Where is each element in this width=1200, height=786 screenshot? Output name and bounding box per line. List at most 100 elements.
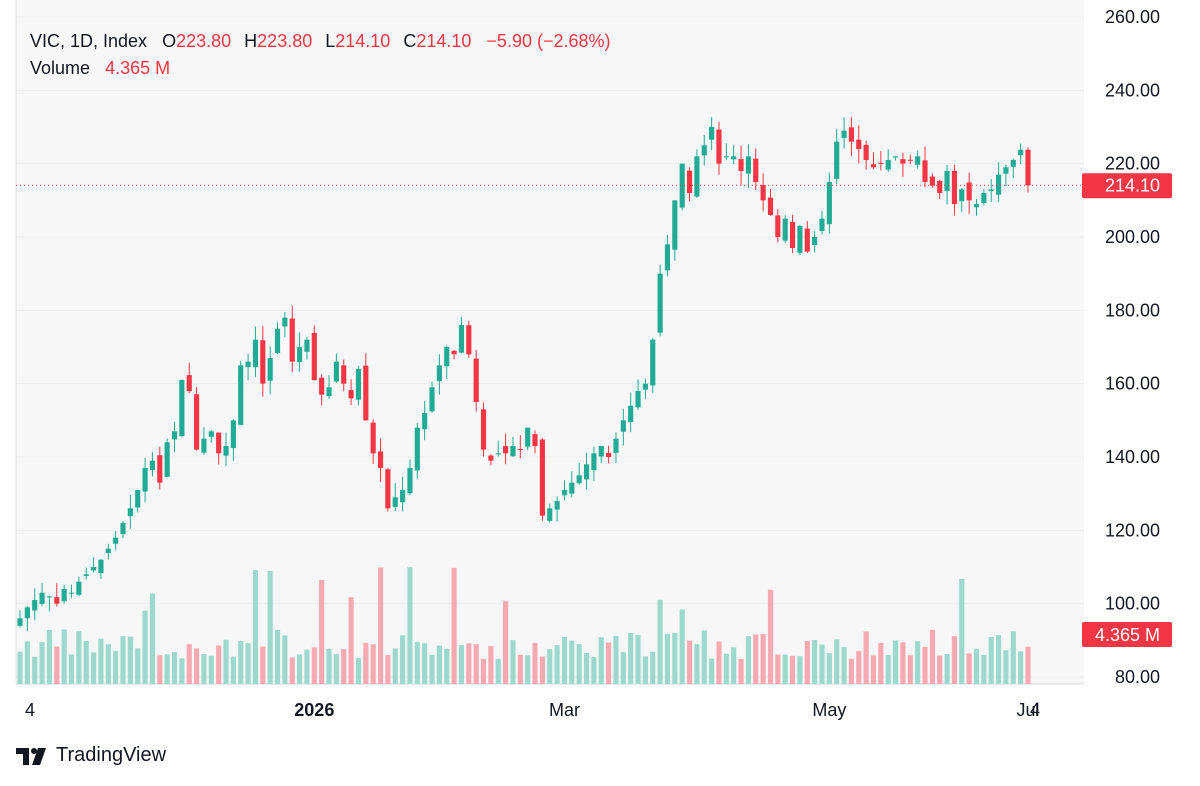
candle-body <box>686 170 693 193</box>
candle-body <box>149 460 156 471</box>
candle-body <box>480 409 487 450</box>
tradingview-logo[interactable]: TradingView <box>16 744 166 767</box>
candle-body <box>289 318 295 362</box>
volume-bar <box>863 631 869 684</box>
candle-body <box>186 375 192 391</box>
volume-bar <box>613 636 619 684</box>
candle-body <box>422 413 428 430</box>
volume-bar <box>422 643 428 684</box>
volume-bar <box>664 633 671 684</box>
candle-body <box>944 171 950 191</box>
candle-body <box>208 431 214 437</box>
high-value: 223.80 <box>257 31 313 51</box>
candle-body <box>83 574 89 577</box>
volume-bar <box>157 655 163 684</box>
volume-bar <box>576 644 582 684</box>
volume-bar <box>274 629 281 684</box>
candle-body <box>591 453 597 471</box>
candle-body <box>113 537 119 544</box>
candle-body <box>164 442 170 477</box>
volume-bar <box>915 641 921 684</box>
y-tick-label: 100.00 <box>1105 594 1160 614</box>
close-value: 214.10 <box>416 31 472 51</box>
y-tick-label: 240.00 <box>1105 80 1160 100</box>
volume-bar <box>701 630 707 684</box>
candle-body <box>635 391 641 408</box>
volume-bar <box>495 658 501 684</box>
volume-bar <box>341 649 347 684</box>
volume-bar <box>400 635 406 684</box>
volume-bar <box>414 641 420 684</box>
y-tick-label: 80.00 <box>1115 667 1160 687</box>
candle-body <box>598 446 604 457</box>
volume-bar <box>1018 651 1024 684</box>
volume-bar <box>870 655 877 684</box>
candle-body <box>716 129 722 164</box>
volume-bar <box>282 635 288 684</box>
volume-bar <box>510 640 516 684</box>
candle-body <box>929 176 935 186</box>
candle-body <box>672 200 678 250</box>
volume-bar <box>642 656 648 684</box>
volume-bar <box>620 652 626 684</box>
close-label: C <box>403 31 417 51</box>
candle-body <box>444 347 450 367</box>
candle-body <box>870 164 877 168</box>
volume-bar <box>834 639 840 684</box>
volume-bar <box>856 651 862 684</box>
volume-bar <box>91 652 97 684</box>
candle-body <box>319 377 325 395</box>
candle-body <box>466 325 472 355</box>
candle-body <box>775 215 781 237</box>
volume-bar <box>319 579 325 684</box>
volume-bar <box>458 645 465 684</box>
volume-bar <box>525 655 531 684</box>
volume-bar <box>216 645 222 684</box>
volume-bar <box>539 656 545 684</box>
candle-body <box>223 446 229 456</box>
symbol-label: VIC, 1D, Index <box>30 31 148 51</box>
volume-bar <box>1003 650 1009 684</box>
candle-body <box>238 365 244 425</box>
volume-bar <box>304 649 310 684</box>
x-tick-label: 2026 <box>294 700 334 720</box>
volume-bar <box>238 640 244 684</box>
volume-bar <box>841 647 847 684</box>
volume-bar <box>789 655 796 684</box>
open-value: 223.80 <box>176 31 232 51</box>
candle-body <box>282 317 288 327</box>
candle-body <box>701 145 707 156</box>
y-tick-label: 180.00 <box>1105 300 1160 320</box>
candle-body <box>76 581 82 595</box>
candle-body <box>1025 149 1031 186</box>
volume-bar <box>392 648 398 684</box>
high-label: H <box>244 31 258 51</box>
candle-body <box>488 455 494 461</box>
candle-body <box>370 422 376 454</box>
candle-body <box>569 482 575 494</box>
candle-body <box>576 475 582 484</box>
volume-legend: Volume 4.365 M <box>30 58 170 79</box>
volume-bar <box>194 648 200 684</box>
volume-bar <box>1025 646 1031 684</box>
volume-bar <box>444 648 450 684</box>
volume-bar <box>260 646 266 684</box>
volume-bar <box>120 636 126 684</box>
volume-bar <box>1010 631 1016 684</box>
candle-body <box>179 380 185 437</box>
volume-bar <box>628 632 634 684</box>
candle-body <box>68 592 75 594</box>
candle-body <box>91 567 97 571</box>
candle-body <box>753 158 759 182</box>
candle-body <box>745 156 751 174</box>
volume-bar <box>208 655 214 684</box>
candle-body <box>694 156 700 197</box>
candle-body <box>135 490 141 508</box>
candle-body <box>304 339 310 352</box>
volume-bar <box>650 651 656 684</box>
candle-body <box>620 420 626 432</box>
volume-bar <box>944 653 950 684</box>
volume-tag-label: 4.365 M <box>1095 625 1160 645</box>
candle-body <box>782 218 788 241</box>
